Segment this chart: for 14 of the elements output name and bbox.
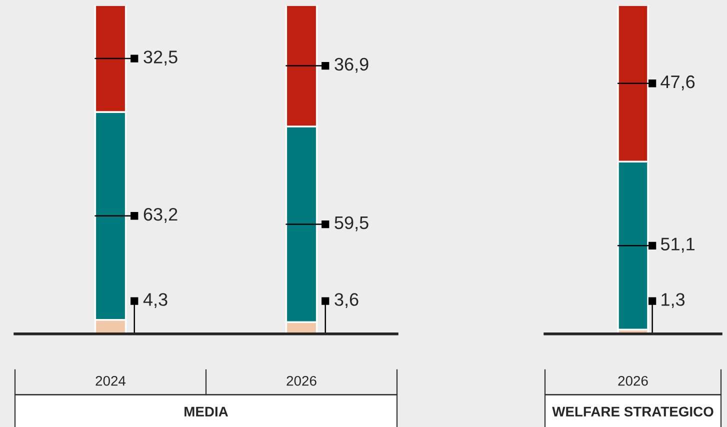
data-label: 36,9: [334, 58, 368, 73]
data-label: 1,3: [662, 293, 685, 308]
x-tick-label: 2026: [618, 376, 648, 386]
x-tick-label: 2026: [286, 376, 316, 386]
x-tick-label: 2024: [96, 376, 126, 386]
x-axis-title: MEDIA: [184, 406, 228, 416]
data-label: 32,5: [144, 50, 178, 66]
data-label: 4,3: [143, 293, 168, 308]
data-label: 63,2: [144, 208, 178, 223]
data-label: 3,6: [334, 293, 358, 308]
x-axis-title: WELFARE STRATEGICO: [552, 406, 714, 417]
data-label: 59,5: [334, 216, 368, 232]
data-label: 51,1: [660, 238, 694, 253]
data-label: 47,6: [660, 75, 695, 90]
